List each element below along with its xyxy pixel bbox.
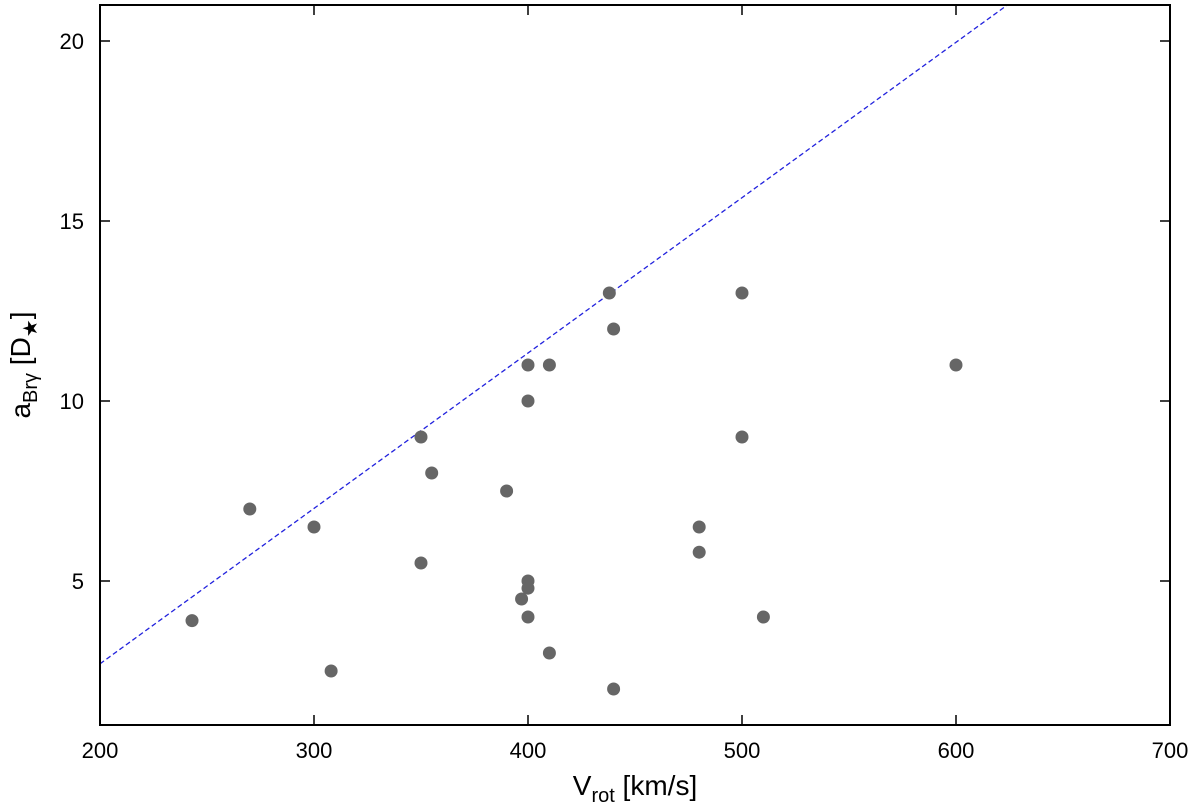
data-point xyxy=(521,610,535,624)
data-point xyxy=(521,394,535,408)
data-point xyxy=(185,614,199,628)
fit-line-layer xyxy=(99,4,1008,665)
data-point xyxy=(521,358,535,372)
data-point xyxy=(602,286,616,300)
data-point xyxy=(500,484,514,498)
data-point xyxy=(607,322,621,336)
data-point xyxy=(307,520,321,534)
y-tick-label: 20 xyxy=(60,29,84,54)
data-point xyxy=(735,430,749,444)
data-point xyxy=(542,646,556,660)
data-point xyxy=(521,581,535,595)
data-point xyxy=(542,358,556,372)
y-axis-label: aBrγ [D★] xyxy=(5,311,42,418)
plot-frame xyxy=(99,4,1171,726)
x-axis-label: Vrot [km/s] xyxy=(573,770,697,807)
data-points xyxy=(185,286,963,696)
data-point xyxy=(414,556,428,570)
x-tick-label: 600 xyxy=(938,738,975,763)
y-tick-label: 10 xyxy=(60,389,84,414)
data-point xyxy=(607,682,621,696)
data-point xyxy=(243,502,257,516)
data-point xyxy=(425,466,439,480)
data-point xyxy=(692,520,706,534)
y-tick-label: 5 xyxy=(72,569,84,594)
x-tick-label: 400 xyxy=(510,738,547,763)
data-point xyxy=(949,358,963,372)
data-point xyxy=(515,592,529,606)
x-tick-label: 200 xyxy=(82,738,119,763)
data-point xyxy=(735,286,749,300)
data-point xyxy=(414,430,428,444)
x-tick-label: 700 xyxy=(1152,738,1189,763)
fit-line xyxy=(99,4,1008,665)
data-point xyxy=(692,545,706,559)
axis-labels: Vrot [km/s] aBrγ [D★] xyxy=(5,311,697,807)
data-point xyxy=(756,610,770,624)
axis-ticks: 200 300 400 500 600 700 5 10 15 20 xyxy=(60,5,1189,763)
x-tick-label: 300 xyxy=(296,738,333,763)
x-tick-label: 500 xyxy=(724,738,761,763)
y-tick-label: 15 xyxy=(60,209,84,234)
data-point xyxy=(324,664,338,678)
